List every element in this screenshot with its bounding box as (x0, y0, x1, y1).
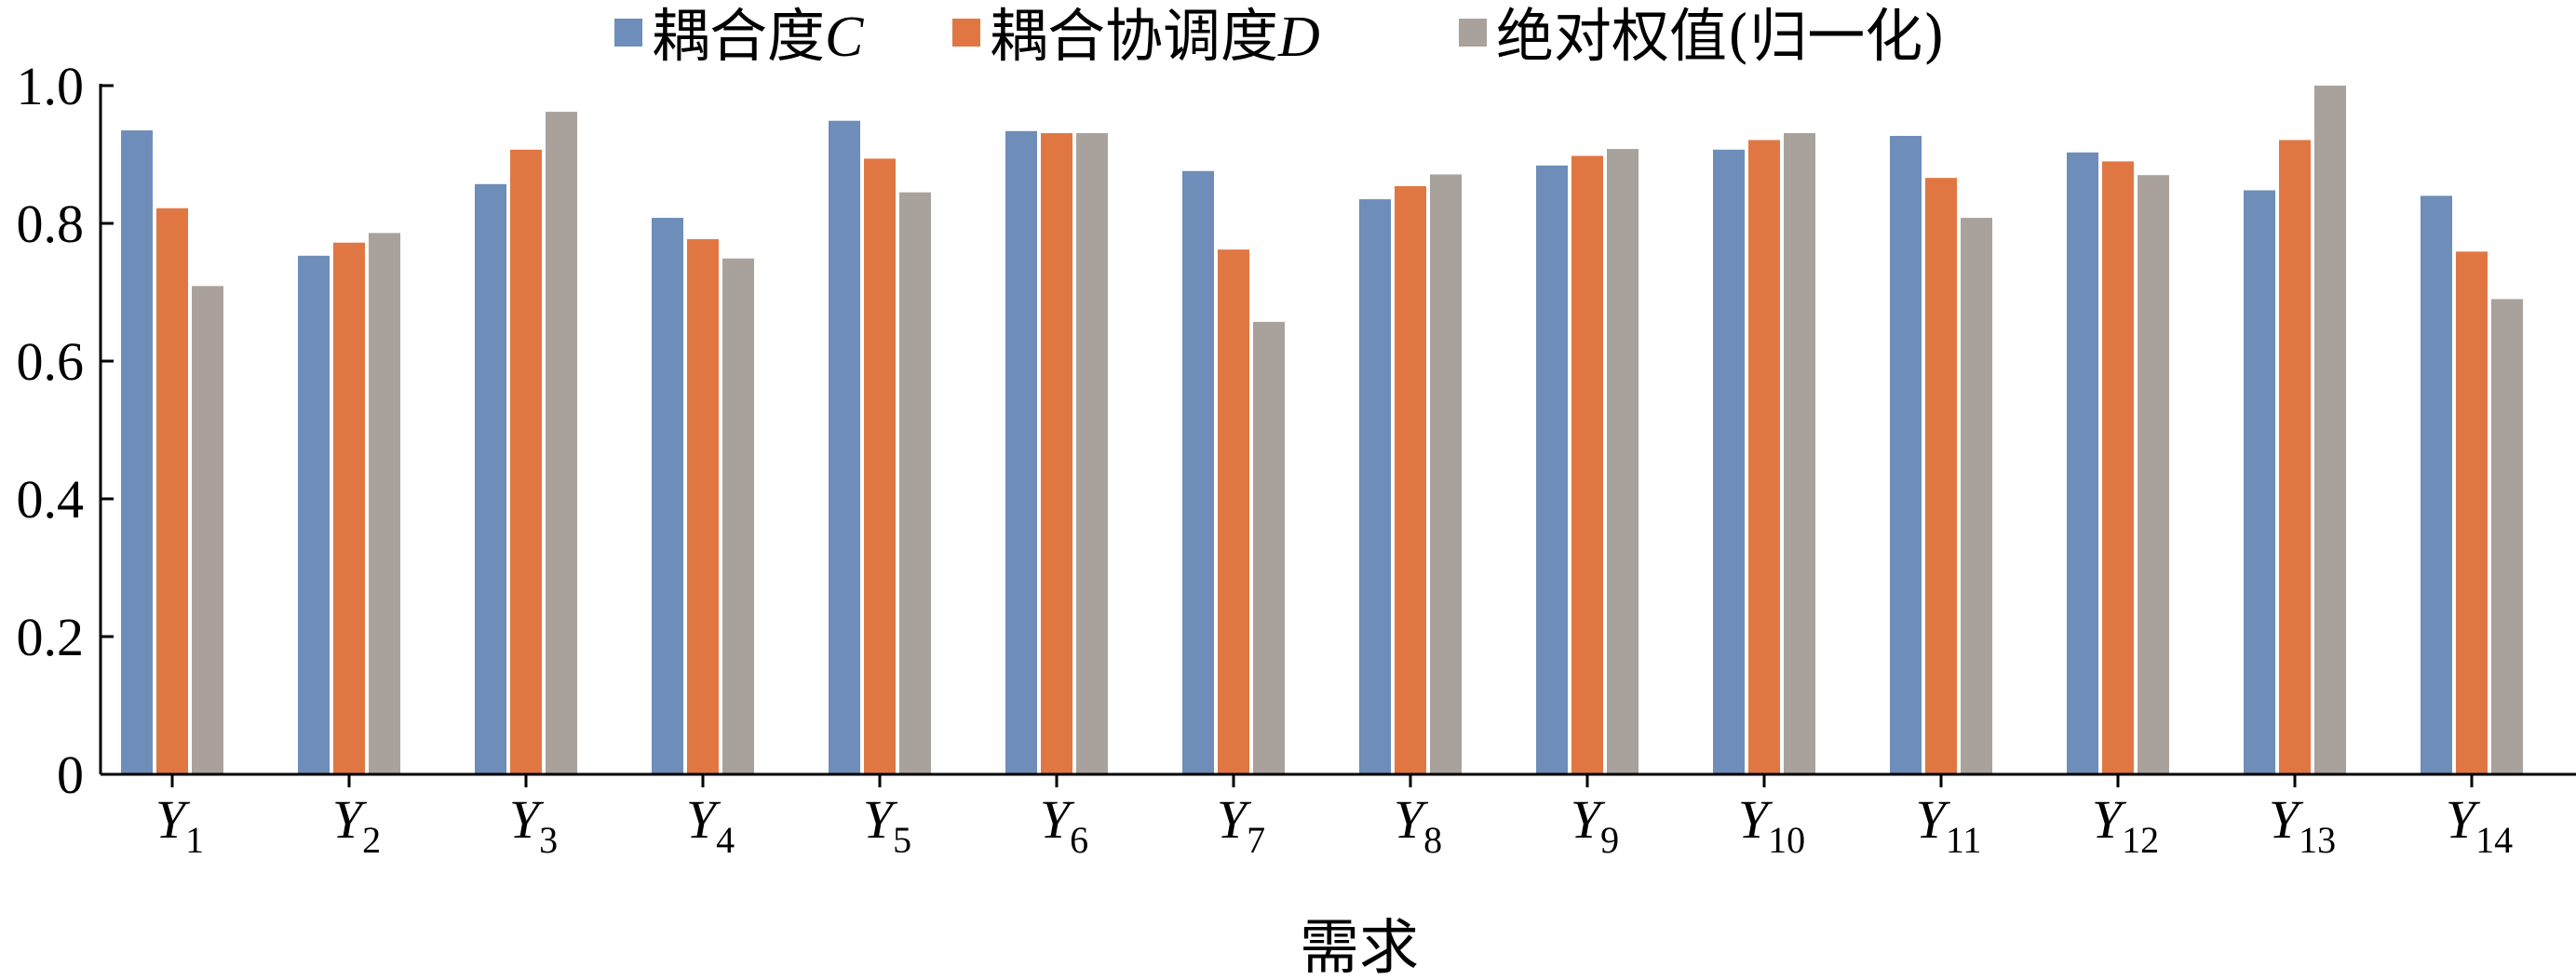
bar-series-3-y5 (899, 192, 931, 774)
bar-series-1-y3 (475, 183, 506, 774)
y-tick-label: 0.8 (17, 194, 85, 254)
bar-series-1-y1 (121, 130, 153, 775)
x-tick-label: Y14 (2446, 789, 2513, 861)
y-axis: 0 0.2 0.4 0.6 0.8 1.0 (17, 56, 114, 805)
x-tick-label: Y11 (1916, 789, 1982, 861)
x-tick-label: Y6 (1040, 789, 1088, 861)
bar-series-1-y11 (1890, 136, 1922, 774)
bar-series-3-y14 (2491, 299, 2523, 774)
bar-series-2-y2 (333, 242, 365, 775)
bar-series-3-y4 (722, 258, 754, 774)
bars (121, 86, 2523, 775)
bar-series-2-y4 (687, 239, 719, 774)
x-tick-label: Y1 (155, 789, 204, 861)
x-axis-title: 需求 (1300, 914, 1419, 980)
x-tick-label: Y8 (1394, 789, 1442, 861)
bar-series-2-y12 (2102, 161, 2134, 774)
x-tick-label: Y12 (2092, 789, 2159, 861)
bar-series-2-y3 (510, 149, 542, 774)
bar-series-1-y9 (1536, 165, 1568, 775)
legend-label-3: 绝对权值(归一化) (1496, 2, 1945, 70)
bar-series-3-y13 (2314, 86, 2346, 774)
x-tick-label: Y7 (1217, 789, 1265, 861)
y-tick-label: 0 (57, 745, 84, 805)
bar-series-1-y7 (1182, 170, 1214, 774)
bar-series-2-y7 (1218, 249, 1249, 774)
bar-series-2-y11 (1925, 178, 1957, 774)
legend-swatch-2 (952, 19, 980, 47)
bar-series-3-y7 (1253, 321, 1285, 774)
bar-series-1-y14 (2421, 195, 2452, 774)
bar-series-2-y5 (864, 158, 896, 774)
y-tick-label: 0.6 (17, 331, 85, 392)
legend-swatch-1 (614, 19, 642, 47)
bar-series-3-y1 (192, 286, 223, 775)
legend-label-1: 耦合度C (652, 2, 864, 70)
x-tick-label: Y13 (2269, 789, 2336, 861)
bar-series-2-y10 (1748, 140, 1780, 774)
bar-series-1-y12 (2067, 152, 2098, 774)
legend-label-2: 耦合协调度D (990, 2, 1320, 70)
x-tick-label: Y3 (509, 789, 558, 861)
bar-series-1-y10 (1713, 149, 1745, 774)
bar-series-3-y3 (546, 112, 577, 775)
bar-series-1-y8 (1359, 199, 1391, 775)
x-tick-label: Y9 (1571, 789, 1619, 861)
bar-series-1-y2 (298, 255, 330, 774)
bar-series-1-y5 (829, 120, 860, 775)
bar-series-2-y6 (1041, 133, 1072, 774)
bar-series-3-y6 (1076, 133, 1108, 774)
x-tick-label: Y10 (1738, 789, 1805, 861)
bar-series-3-y12 (2138, 175, 2169, 774)
x-tick-label: Y2 (332, 789, 381, 861)
bar-series-1-y4 (652, 218, 683, 774)
bar-series-3-y2 (369, 233, 400, 775)
legend-swatch-3 (1459, 19, 1487, 47)
bar-series-2-y9 (1571, 155, 1603, 775)
y-tick-label: 0.2 (17, 607, 85, 667)
bar-series-3-y9 (1607, 149, 1639, 774)
y-tick-label: 1.0 (17, 56, 85, 116)
x-axis: Y1 Y2 Y3 Y4 Y5 Y6 Y7 Y8 Y9 Y10 Y11 Y12 Y13 Y14 (101, 772, 2576, 861)
bar-series-3-y10 (1784, 133, 1815, 774)
bar-series-3-y8 (1430, 174, 1462, 774)
bar-series-2-y8 (1395, 186, 1426, 775)
bar-series-2-y14 (2456, 251, 2488, 775)
legend: 耦合度C 耦合协调度D 绝对权值(归一化) (614, 2, 1945, 70)
bar-series-1-y13 (2244, 190, 2275, 775)
bar-series-2-y1 (156, 208, 188, 775)
bar-series-1-y6 (1005, 130, 1037, 775)
x-tick-label: Y5 (863, 789, 911, 861)
x-tick-label: Y4 (686, 789, 735, 861)
bar-series-3-y11 (1961, 218, 1992, 774)
y-tick-label: 0.4 (17, 469, 85, 530)
bar-series-2-y13 (2279, 140, 2311, 774)
